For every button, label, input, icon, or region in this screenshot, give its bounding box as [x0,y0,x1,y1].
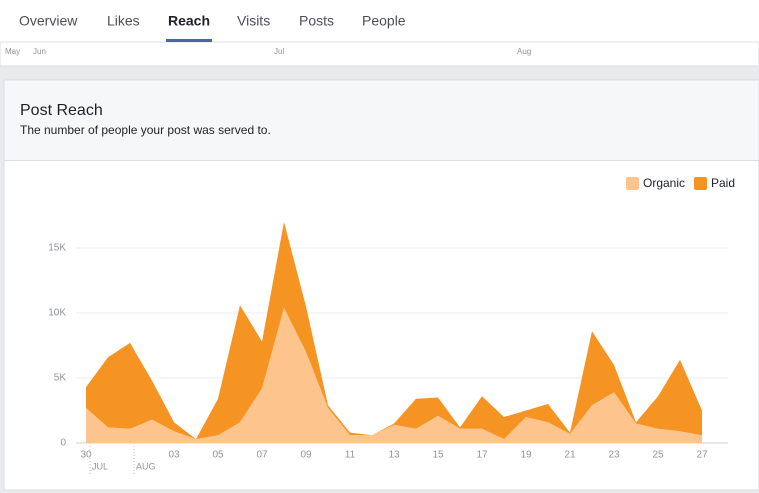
x-tick-label: 25 [652,450,664,461]
x-tick-label: 07 [256,450,268,461]
x-tick-label: 21 [564,450,576,461]
timeline-label[interactable]: Jun [33,47,46,56]
x-tick-label: 19 [520,450,532,461]
x-tick-label: 03 [168,450,180,461]
tab-bar [0,0,759,42]
x-tick-label: 17 [476,450,488,461]
timeline-label[interactable]: Aug [517,47,531,56]
legend-label: Organic [643,176,685,190]
x-tick-label: 27 [696,450,708,461]
month-label: JUL [92,461,108,471]
tab[interactable]: People [362,13,406,29]
y-tick-label: 0 [60,438,66,449]
y-tick-label: 10K [48,308,66,319]
tab[interactable]: Likes [107,13,140,29]
x-tick-label: 23 [608,450,620,461]
tab[interactable]: Visits [237,13,270,29]
area [86,222,702,440]
tab[interactable]: Reach [168,13,210,29]
x-tick-label: 09 [300,450,312,461]
x-tick-label: 05 [212,450,224,461]
timeline-label[interactable]: May [5,47,20,56]
x-tick-label: 30 [80,450,92,461]
active-tab-underline [166,39,213,42]
area [86,307,702,443]
y-tick-label: 5K [54,373,67,384]
month-label: AUG [136,461,156,471]
x-tick-label: 11 [345,450,356,461]
legend-swatch [626,177,639,190]
legend-label: Paid [711,176,735,190]
y-tick-label: 15K [48,243,66,254]
x-tick-label: 13 [388,450,400,461]
x-tick-label: 15 [432,450,444,461]
tab[interactable]: Posts [299,13,334,29]
tab[interactable]: Overview [19,13,78,29]
timeline-label[interactable]: Jul [274,47,284,56]
panel-title: Post Reach [20,102,103,119]
timeline-bar [0,41,759,67]
panel-header [4,80,759,161]
legend-swatch [694,177,707,190]
panel-subtitle: The number of people your post was serve… [20,123,271,137]
